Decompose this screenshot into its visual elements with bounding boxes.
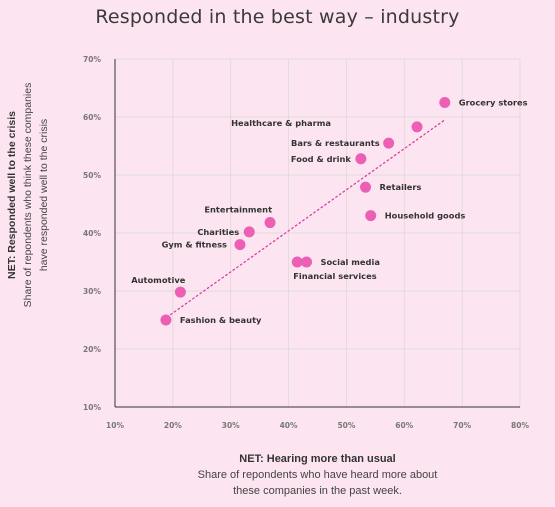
data-label: Household goods	[385, 211, 466, 221]
x-tick-label: 40%	[280, 421, 298, 430]
x-axis-subtitle-line-2: these companies in the past week.	[233, 485, 402, 497]
y-axis-subtitle-line-2: have responded well to the crisis	[38, 118, 50, 272]
data-label: Fashion & beauty	[180, 315, 262, 325]
data-label: Retailers	[380, 182, 422, 192]
data-label: Entertainment	[204, 205, 272, 215]
x-tick-label: 60%	[395, 421, 413, 430]
x-tick-label: 70%	[453, 421, 471, 430]
data-label: Gym & fitness	[162, 240, 227, 250]
data-label: Bars & restaurants	[291, 138, 380, 148]
data-label: Food & drink	[291, 154, 351, 164]
data-point	[243, 226, 255, 238]
data-label: Healthcare & pharma	[231, 118, 331, 128]
data-point	[160, 314, 172, 326]
data-point	[301, 256, 313, 268]
data-point	[383, 137, 395, 149]
x-axis-label: NET: Hearing more than usual Share of re…	[115, 451, 520, 499]
x-tick-label: 20%	[164, 421, 182, 430]
data-label: Financial services	[293, 271, 376, 281]
y-tick-label: 30%	[83, 287, 101, 296]
data-point	[174, 286, 186, 298]
data-point	[365, 210, 377, 222]
data-label: Automotive	[131, 275, 186, 285]
x-tick-label: 80%	[511, 421, 529, 430]
trendline	[166, 119, 446, 318]
data-label: Charities	[197, 227, 239, 237]
y-tick-label: 50%	[83, 171, 101, 180]
y-tick-label: 70%	[83, 55, 101, 64]
x-tick-label: 50%	[337, 421, 355, 430]
data-label: Grocery stores	[459, 98, 528, 108]
x-tick-label: 10%	[106, 421, 124, 430]
data-point	[355, 153, 367, 165]
x-tick-label: 30%	[222, 421, 240, 430]
data-label: Social media	[321, 257, 380, 267]
chart-title: Responded in the best way – industry	[95, 6, 460, 28]
y-tick-label: 10%	[83, 403, 101, 412]
y-axis-label: NET: Responded well to the crisis Share …	[4, 0, 74, 405]
y-axis-subtitle-line-1: Share of repondents who think these comp…	[22, 82, 34, 308]
data-point	[411, 121, 423, 133]
x-axis-subtitle-line-1: Share of repondents who have heard more …	[197, 469, 438, 481]
data-point	[264, 217, 276, 229]
y-axis-title: NET: Responded well to the crisis	[6, 110, 18, 280]
x-axis-title: NET: Hearing more than usual	[239, 453, 396, 465]
y-tick-label: 40%	[83, 229, 101, 238]
data-point	[360, 181, 372, 193]
data-point	[439, 97, 451, 108]
data-point	[291, 256, 303, 268]
data-point	[234, 239, 246, 251]
y-tick-label: 20%	[83, 345, 101, 354]
y-tick-label: 60%	[83, 113, 101, 122]
